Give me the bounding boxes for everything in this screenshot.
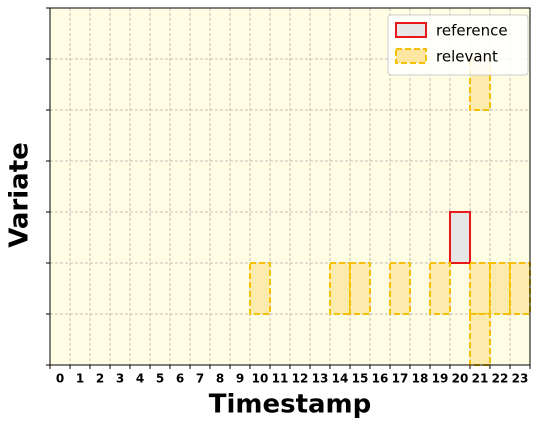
cell: [349, 262, 371, 315]
x-tick-label: 5: [156, 372, 164, 386]
legend-swatch: [395, 22, 427, 38]
x-tick-label: 11: [272, 372, 289, 386]
x-tick-label: 18: [412, 372, 429, 386]
x-tick-label: 19: [432, 372, 449, 386]
x-tick-label: 8: [216, 372, 224, 386]
x-tick-label: 3: [116, 372, 124, 386]
x-tick-label: 2: [96, 372, 104, 386]
cell: [449, 211, 471, 264]
x-tick-label: 7: [196, 372, 204, 386]
cell: [249, 262, 271, 315]
legend-label: reference: [436, 22, 508, 40]
cell: [489, 262, 511, 315]
x-tick-label: 17: [392, 372, 409, 386]
x-tick-label: 10: [252, 372, 269, 386]
x-tick-label: 22: [492, 372, 509, 386]
x-tick-label: 14: [332, 372, 349, 386]
cell: [469, 313, 491, 366]
y-axis-label: Variate: [5, 142, 35, 248]
cell: [429, 262, 451, 315]
cell: [389, 262, 411, 315]
x-tick-label: 23: [512, 372, 529, 386]
x-tick-label: 4: [136, 372, 144, 386]
x-tick-label: 12: [292, 372, 309, 386]
x-tick-label: 20: [452, 372, 469, 386]
x-tick-label: 0: [56, 372, 64, 386]
x-tick-label: 16: [372, 372, 389, 386]
cell: [469, 262, 491, 315]
x-tick-label: 15: [352, 372, 369, 386]
legend-swatch: [395, 48, 427, 64]
x-tick-label: 21: [472, 372, 489, 386]
x-tick-label: 9: [236, 372, 244, 386]
x-tick-label: 1: [76, 372, 84, 386]
plot-frame: [49, 7, 531, 366]
legend-label: relevant: [436, 48, 498, 66]
x-axis-label: Timestamp: [209, 390, 372, 420]
cell: [329, 262, 351, 315]
legend: reference relevant: [387, 14, 529, 76]
cell: [509, 262, 531, 315]
x-tick-label: 6: [176, 372, 184, 386]
x-tick-label: 13: [312, 372, 329, 386]
